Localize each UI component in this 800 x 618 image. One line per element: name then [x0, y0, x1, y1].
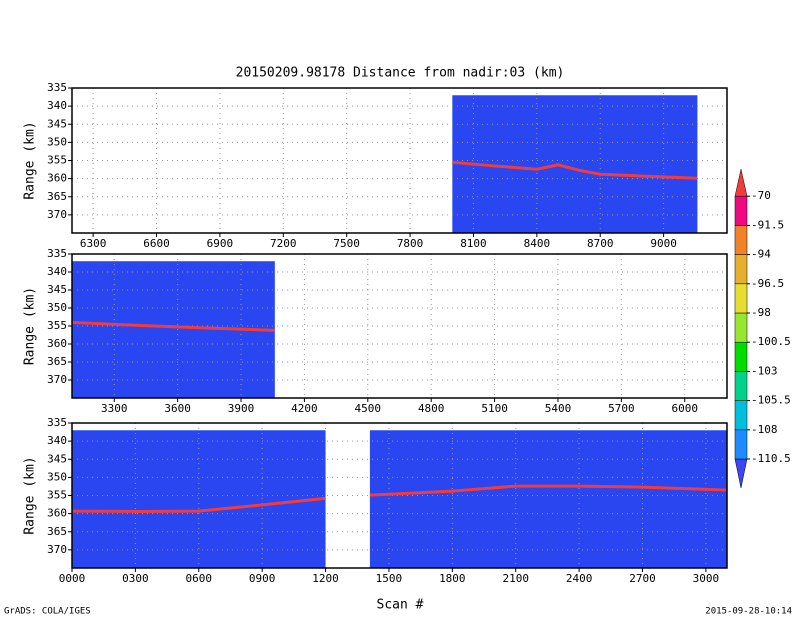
x-tick-label: 0600 — [186, 572, 213, 585]
colorbar-label: -94 — [751, 248, 771, 261]
y-tick-label: 335 — [47, 247, 67, 260]
x-tick-label: 6900 — [207, 237, 234, 250]
y-tick-label: 370 — [47, 373, 67, 386]
y-tick-label: 350 — [47, 301, 67, 314]
x-tick-label: 6000 — [671, 402, 698, 415]
x-tick-label: 2700 — [629, 572, 656, 585]
y-tick-label: 340 — [47, 265, 67, 278]
y-tick-label: 360 — [47, 507, 67, 520]
x-tick-label: 1500 — [376, 572, 403, 585]
colorbar-swatch — [735, 255, 747, 284]
colorbar-label: -96.5 — [751, 277, 784, 290]
y-axis-label: Range (km) — [23, 287, 38, 365]
y-tick-label: 350 — [47, 135, 67, 148]
y-tick-label: 340 — [47, 434, 67, 447]
colorbar-swatch — [735, 371, 747, 400]
colorbar-swatch — [735, 342, 747, 371]
colorbar-label: -105.5 — [751, 394, 791, 407]
y-tick-label: 365 — [47, 525, 67, 538]
y-tick-label: 360 — [47, 337, 67, 350]
x-tick-label: 2100 — [502, 572, 529, 585]
x-tick-label: 8400 — [524, 237, 551, 250]
data-coverage — [370, 430, 727, 568]
credit: GrADS: COLA/IGES — [4, 607, 91, 617]
x-tick-label: 1200 — [312, 572, 339, 585]
y-tick-label: 355 — [47, 154, 67, 167]
y-tick-label: 355 — [47, 489, 67, 502]
colorbar-swatch — [735, 284, 747, 313]
x-tick-label: 0300 — [122, 572, 149, 585]
colorbar-swatch — [735, 430, 747, 459]
colorbar-high — [735, 169, 747, 196]
x-tick-label: 7200 — [270, 237, 297, 250]
x-tick-label: 2400 — [566, 572, 593, 585]
x-tick-label: 3000 — [693, 572, 720, 585]
x-tick-label: 5700 — [608, 402, 635, 415]
chart-title: 20150209.98178 Distance from nadir:03 (k… — [236, 66, 565, 81]
colorbar-swatch — [735, 225, 747, 254]
x-tick-label: 8100 — [460, 237, 487, 250]
x-tick-label: 3600 — [164, 402, 191, 415]
x-tick-label: 7800 — [397, 237, 424, 250]
y-tick-label: 345 — [47, 117, 67, 130]
y-tick-label: 355 — [47, 319, 67, 332]
x-tick-label: 9000 — [650, 237, 677, 250]
colorbar-label: -103 — [751, 364, 778, 377]
x-tick-label: 3300 — [101, 402, 128, 415]
data-coverage — [72, 430, 326, 568]
colorbar-swatch — [735, 196, 747, 225]
x-tick-label: 8700 — [587, 237, 614, 250]
x-tick-label: 3900 — [228, 402, 255, 415]
y-axis-label: Range (km) — [23, 456, 38, 534]
y-tick-label: 345 — [47, 452, 67, 465]
x-tick-label: 6300 — [80, 237, 107, 250]
colorbar-low — [735, 459, 747, 488]
x-tick-label: 4800 — [418, 402, 445, 415]
y-axis-label: Range (km) — [23, 121, 38, 199]
colorbar-label: -108 — [751, 423, 778, 436]
y-tick-label: 345 — [47, 283, 67, 296]
y-tick-label: 360 — [47, 172, 67, 185]
colorbar-label: -98 — [751, 306, 771, 319]
y-tick-label: 370 — [47, 543, 67, 556]
colorbar-label: -91.5 — [751, 218, 784, 231]
colorbar-label: -70 — [751, 189, 771, 202]
y-tick-label: 370 — [47, 208, 67, 221]
x-tick-label: 4200 — [291, 402, 318, 415]
y-tick-label: 350 — [47, 470, 67, 483]
x-tick-label: 7500 — [333, 237, 360, 250]
colorbar-label: -100.5 — [751, 335, 791, 348]
x-tick-label: 5100 — [481, 402, 508, 415]
x-tick-label: 1800 — [439, 572, 466, 585]
colorbar-swatch — [735, 313, 747, 342]
x-tick-label: 0900 — [249, 572, 276, 585]
colorbar-label: -110.5 — [751, 452, 791, 465]
y-tick-label: 340 — [47, 99, 67, 112]
x-axis-label: Scan # — [377, 598, 424, 613]
y-tick-label: 365 — [47, 190, 67, 203]
x-tick-label: 6600 — [143, 237, 170, 250]
x-tick-label: 5400 — [545, 402, 572, 415]
x-tick-label: 0000 — [59, 572, 86, 585]
colorbar-swatch — [735, 401, 747, 430]
y-tick-label: 365 — [47, 355, 67, 368]
y-tick-label: 335 — [47, 81, 67, 94]
y-tick-label: 335 — [47, 416, 67, 429]
x-tick-label: 4500 — [355, 402, 382, 415]
timestamp: 2015-09-28-10:14 — [705, 607, 792, 617]
